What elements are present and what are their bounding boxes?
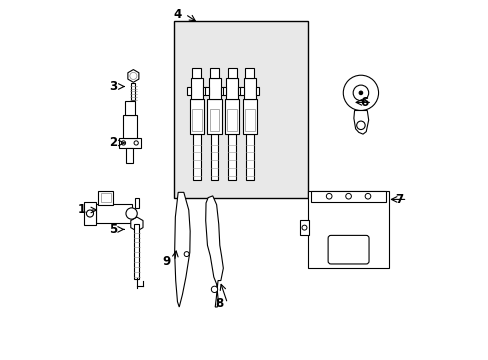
Circle shape <box>130 72 137 80</box>
Polygon shape <box>174 192 190 307</box>
Bar <box>245 134 253 180</box>
Bar <box>131 83 135 100</box>
Bar <box>101 193 111 202</box>
Circle shape <box>325 193 331 199</box>
Bar <box>220 86 224 95</box>
Bar <box>307 190 388 268</box>
Bar <box>124 101 135 115</box>
Circle shape <box>358 91 362 95</box>
Circle shape <box>345 193 351 199</box>
Bar <box>122 115 137 138</box>
Bar <box>208 78 220 99</box>
Text: 7: 7 <box>395 193 403 206</box>
Bar <box>193 134 201 180</box>
Circle shape <box>184 252 189 257</box>
Circle shape <box>343 75 378 111</box>
Text: 2: 2 <box>109 136 117 149</box>
Bar <box>189 99 203 134</box>
Polygon shape <box>205 196 223 307</box>
Bar <box>134 224 139 279</box>
Circle shape <box>211 286 217 293</box>
Bar <box>225 78 238 99</box>
Bar <box>192 109 202 131</box>
Bar <box>210 134 218 180</box>
Bar <box>119 138 141 148</box>
Bar <box>98 191 113 205</box>
Bar <box>83 202 96 225</box>
Bar <box>209 109 219 131</box>
Bar <box>244 68 254 78</box>
Bar <box>227 109 237 131</box>
Bar <box>204 86 208 95</box>
Bar <box>126 148 133 163</box>
Text: 4: 4 <box>173 8 181 21</box>
Circle shape <box>356 121 365 130</box>
Polygon shape <box>130 217 142 231</box>
Text: 3: 3 <box>109 80 117 93</box>
Bar <box>300 220 308 235</box>
Bar <box>310 190 386 202</box>
Bar <box>187 86 190 95</box>
Circle shape <box>126 208 137 219</box>
Bar <box>255 86 259 95</box>
Bar <box>135 198 139 208</box>
Bar <box>96 204 131 223</box>
Text: 1: 1 <box>77 203 85 216</box>
Bar <box>203 86 206 95</box>
Bar <box>227 68 236 78</box>
Bar <box>209 68 219 78</box>
Circle shape <box>86 210 93 217</box>
Polygon shape <box>353 111 368 134</box>
Bar <box>228 134 236 180</box>
Bar <box>224 99 239 134</box>
FancyBboxPatch shape <box>327 235 368 264</box>
Circle shape <box>352 85 368 100</box>
Circle shape <box>302 225 306 230</box>
Bar <box>240 86 244 95</box>
Bar <box>192 68 201 78</box>
Text: 6: 6 <box>360 96 368 109</box>
Text: 5: 5 <box>109 223 117 236</box>
Bar <box>244 109 254 131</box>
Text: 8: 8 <box>215 297 224 310</box>
Bar <box>242 99 256 134</box>
Circle shape <box>134 141 138 145</box>
Bar <box>244 78 255 99</box>
Polygon shape <box>127 69 139 82</box>
Bar <box>238 86 241 95</box>
Circle shape <box>365 193 370 199</box>
Text: 9: 9 <box>163 255 171 267</box>
Bar <box>174 21 307 198</box>
Bar <box>222 86 225 95</box>
Circle shape <box>121 141 125 145</box>
Bar <box>207 99 221 134</box>
Bar <box>190 78 203 99</box>
